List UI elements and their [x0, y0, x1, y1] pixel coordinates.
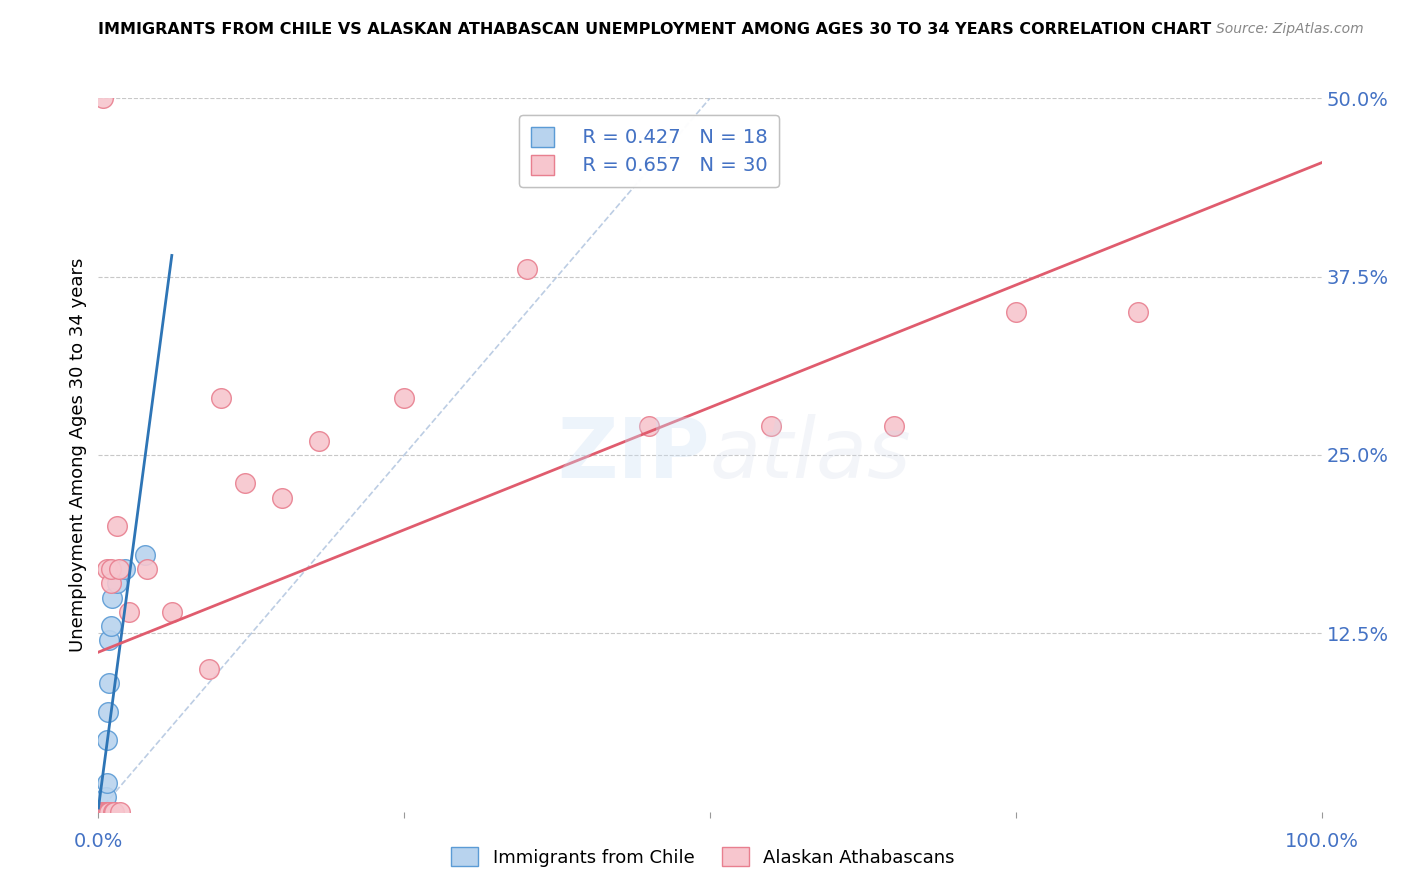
- Point: [883, 419, 905, 434]
- Point: [270, 491, 294, 505]
- Text: IMMIGRANTS FROM CHILE VS ALASKAN ATHABASCAN UNEMPLOYMENT AMONG AGES 30 TO 34 YEA: IMMIGRANTS FROM CHILE VS ALASKAN ATHABAS…: [98, 22, 1212, 37]
- Point: [93, 805, 115, 819]
- Point: [94, 805, 117, 819]
- Text: 0.0%: 0.0%: [73, 831, 124, 851]
- Point: [101, 805, 124, 819]
- Point: [114, 562, 136, 576]
- Point: [97, 705, 120, 719]
- Text: ZIP: ZIP: [558, 415, 710, 495]
- Point: [160, 605, 183, 619]
- Text: atlas: atlas: [710, 415, 911, 495]
- Point: [94, 790, 117, 805]
- Point: [91, 805, 114, 819]
- Point: [91, 805, 114, 819]
- Point: [91, 91, 114, 105]
- Point: [97, 805, 120, 819]
- Point: [638, 419, 661, 434]
- Point: [308, 434, 330, 448]
- Point: [98, 633, 121, 648]
- Point: [233, 476, 256, 491]
- Point: [134, 548, 156, 562]
- Legend: Immigrants from Chile, Alaskan Athabascans: Immigrants from Chile, Alaskan Athabasca…: [444, 840, 962, 874]
- Point: [94, 805, 117, 819]
- Point: [209, 391, 232, 405]
- Point: [98, 676, 121, 690]
- Point: [96, 562, 118, 576]
- Point: [100, 562, 122, 576]
- Point: [118, 605, 141, 619]
- Point: [392, 391, 416, 405]
- Point: [91, 805, 114, 819]
- Point: [105, 519, 128, 533]
- Point: [761, 419, 783, 434]
- Text: Source: ZipAtlas.com: Source: ZipAtlas.com: [1216, 22, 1364, 37]
- Point: [101, 591, 124, 605]
- Point: [91, 805, 114, 819]
- Point: [98, 805, 121, 819]
- Point: [96, 776, 118, 790]
- Point: [91, 805, 114, 819]
- Text: 100.0%: 100.0%: [1285, 831, 1358, 851]
- Y-axis label: Unemployment Among Ages 30 to 34 years: Unemployment Among Ages 30 to 34 years: [69, 258, 87, 652]
- Point: [103, 805, 125, 819]
- Point: [136, 562, 159, 576]
- Point: [100, 576, 122, 591]
- Point: [93, 805, 115, 819]
- Point: [515, 262, 537, 277]
- Point: [100, 619, 122, 633]
- Point: [110, 805, 132, 819]
- Point: [105, 576, 128, 591]
- Point: [97, 805, 120, 819]
- Point: [90, 805, 112, 819]
- Point: [96, 733, 118, 747]
- Point: [93, 805, 115, 819]
- Legend:   R = 0.427   N = 18,   R = 0.657   N = 30: R = 0.427 N = 18, R = 0.657 N = 30: [519, 115, 779, 187]
- Point: [108, 562, 131, 576]
- Point: [197, 662, 219, 676]
- Point: [1128, 305, 1150, 319]
- Point: [1004, 305, 1026, 319]
